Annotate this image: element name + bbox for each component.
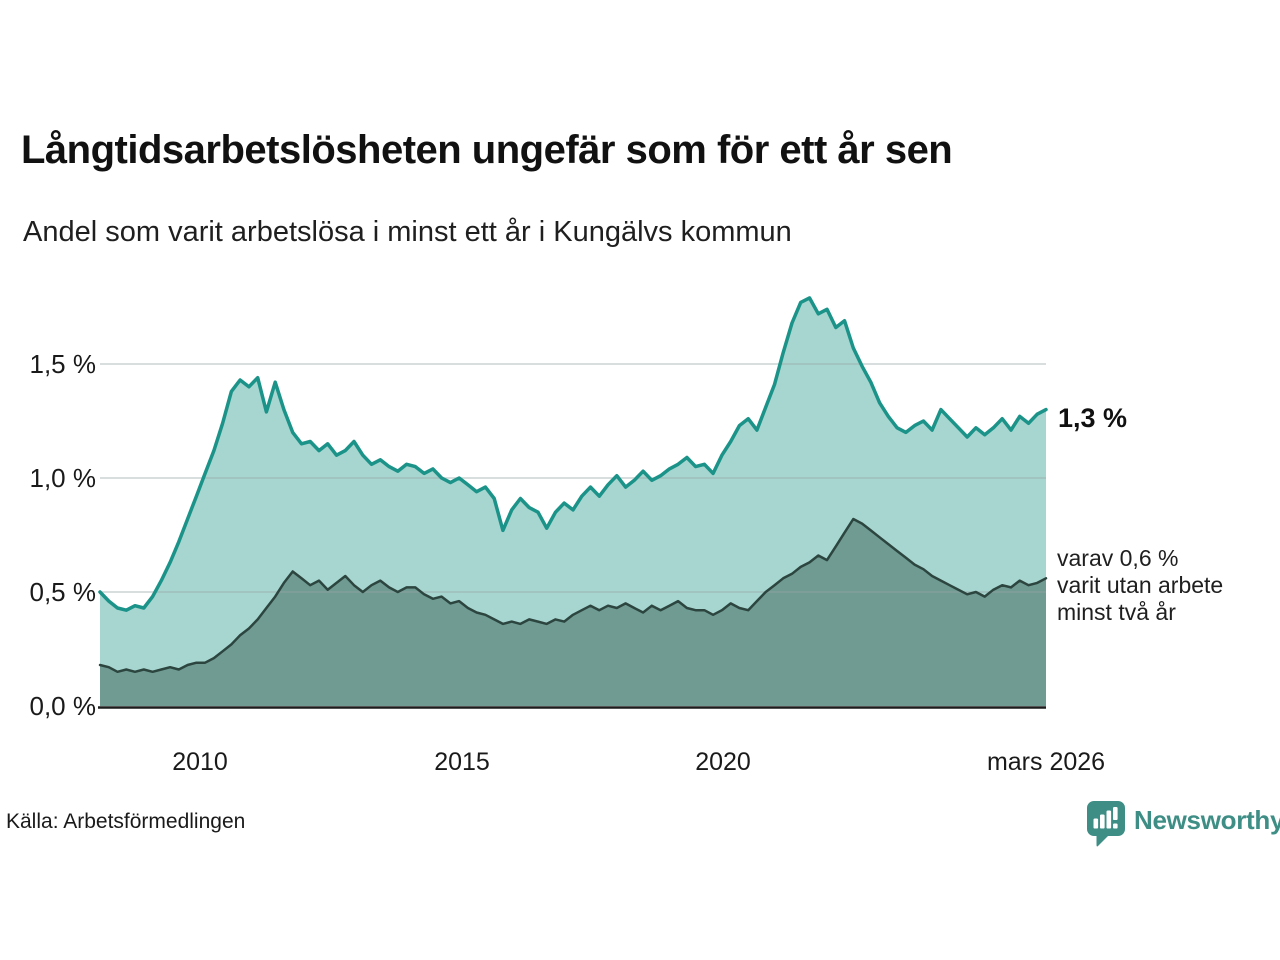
latest-value-label: 1,3 %: [1058, 403, 1128, 433]
annotation-line: varav 0,6 %: [1057, 545, 1179, 571]
chart-title: Långtidsarbetslösheten ungefär som för e…: [21, 128, 953, 172]
y-tick-label: 0,0 %: [29, 691, 97, 721]
x-tick-label: 2015: [434, 748, 490, 776]
y-tick-label: 1,0 %: [29, 463, 97, 493]
annotation-line: varit utan arbete: [1057, 572, 1224, 598]
y-tick-label: 1,5 %: [29, 349, 97, 379]
annotation-line: minst två år: [1057, 599, 1176, 625]
secondary-series-annotation: varav 0,6 % varit utan arbete minst två …: [1057, 545, 1223, 626]
source-label: Källa: Arbetsförmedlingen: [6, 810, 246, 833]
x-tick-label: 2010: [172, 748, 228, 776]
y-tick-label: 0,5 %: [29, 577, 97, 607]
bar-chart-speech-bubble-icon: [1087, 801, 1125, 847]
brand-name: Newsworthy: [1134, 805, 1280, 835]
x-tick-label: mars 2026: [986, 748, 1106, 776]
chart-subtitle: Andel som varit arbetslösa i minst ett å…: [23, 216, 792, 248]
newsworthy-brand: Newsworthy: [1086, 800, 1280, 848]
x-tick-label: 2020: [695, 748, 751, 776]
